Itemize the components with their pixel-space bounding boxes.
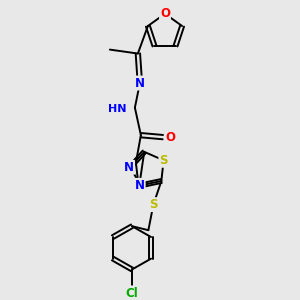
Text: N: N	[135, 76, 145, 89]
Text: O: O	[160, 7, 170, 20]
Text: S: S	[149, 198, 158, 211]
Text: HN: HN	[108, 103, 127, 114]
Text: Cl: Cl	[126, 286, 138, 300]
Text: N: N	[135, 179, 145, 192]
Text: O: O	[165, 130, 175, 144]
Text: S: S	[159, 154, 168, 167]
Text: S: S	[135, 182, 143, 195]
Text: N: N	[124, 161, 134, 174]
